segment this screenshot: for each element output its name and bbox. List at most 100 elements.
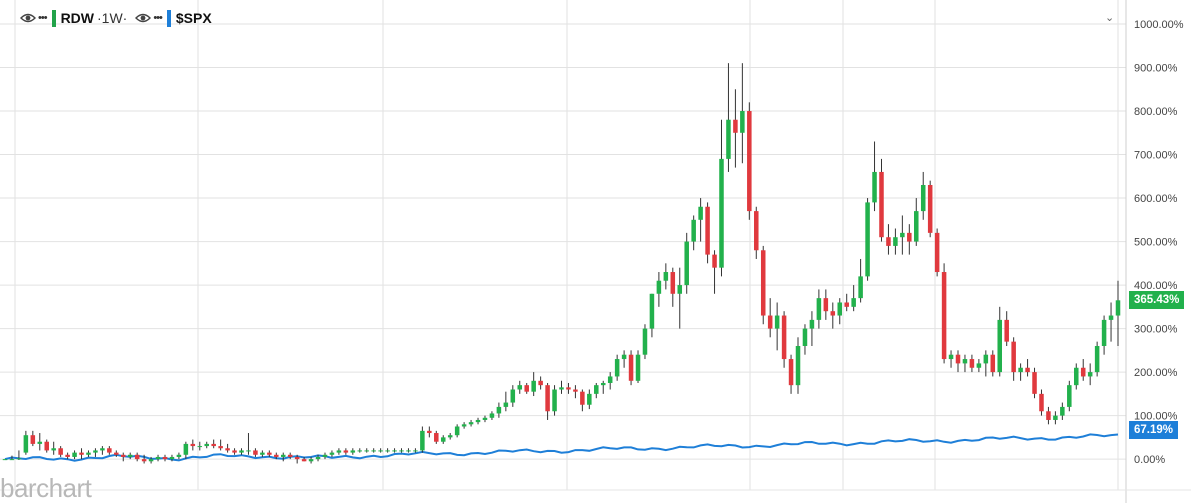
candle-body	[587, 393, 592, 405]
candle-body	[774, 315, 780, 329]
candle-body	[364, 450, 369, 452]
candle-body	[684, 241, 689, 286]
chevron-down-icon[interactable]: ⌄	[1105, 12, 1115, 24]
candle-body	[246, 450, 251, 452]
candle-body	[517, 385, 523, 390]
candle-body	[872, 171, 877, 203]
candle-body	[566, 387, 571, 390]
candle-body	[677, 285, 683, 294]
spx-color-swatch	[166, 9, 171, 27]
candle-body	[649, 293, 655, 329]
candle-body	[1046, 411, 1051, 420]
candle-body	[670, 272, 676, 294]
candle-body	[920, 184, 926, 212]
candle-body	[698, 206, 703, 220]
candle-body	[176, 454, 182, 457]
candle-body	[1080, 367, 1086, 377]
candle-body	[44, 441, 49, 451]
candle-body	[155, 456, 161, 460]
candle-body	[427, 430, 432, 434]
y-tick-label: 1000.00%	[1134, 19, 1184, 31]
candle-body	[72, 452, 77, 457]
candle-body	[2, 459, 8, 461]
candle-body	[1025, 367, 1030, 373]
candle-body	[169, 456, 175, 460]
candle-body	[114, 452, 119, 455]
y-tick-label: 0.00%	[1134, 454, 1165, 466]
candle-body	[1115, 300, 1121, 316]
candle-body	[538, 380, 543, 386]
barchart-logo: barchart	[0, 473, 92, 503]
candle-body	[907, 232, 912, 242]
candle-body	[754, 211, 759, 251]
candle-body	[510, 389, 516, 403]
candle-body	[1053, 415, 1058, 420]
candle-body	[475, 419, 481, 423]
candle-body	[747, 111, 752, 212]
candle-body	[413, 450, 418, 452]
candle-body	[990, 354, 996, 373]
candle-body	[691, 219, 696, 242]
chart-legend: ••• RDW ·1W· ••• $SPX	[20, 8, 212, 28]
candle-body	[350, 450, 356, 453]
candle-body	[809, 319, 815, 329]
candle-body	[503, 402, 509, 407]
candle-body	[934, 232, 940, 273]
candle-body	[322, 454, 328, 457]
candle-body	[559, 387, 564, 390]
legend-timeframe: ·1W·	[97, 10, 128, 26]
candle-body	[260, 452, 265, 455]
chart-grid	[0, 0, 1126, 490]
candle-body	[976, 363, 982, 368]
candle-body	[371, 450, 376, 452]
candle-body	[997, 319, 1003, 373]
candle-body	[914, 211, 919, 242]
candle-body	[844, 302, 849, 307]
candle-body	[1011, 341, 1016, 373]
candle-body	[120, 454, 126, 457]
y-tick-label: 900.00%	[1134, 63, 1178, 75]
candle-body	[378, 450, 383, 452]
candle-body	[1060, 406, 1065, 416]
candle-body	[600, 382, 606, 386]
candle-body	[927, 184, 933, 233]
candle-body	[141, 459, 147, 462]
eye-icon[interactable]	[20, 12, 36, 24]
legend-symbol-spx[interactable]: $SPX	[175, 10, 212, 26]
y-tick-label: 500.00%	[1134, 237, 1178, 249]
candle-body	[663, 272, 669, 281]
candle-body	[948, 354, 954, 360]
candle-body	[308, 459, 314, 462]
eye-icon[interactable]	[135, 12, 152, 24]
candle-body	[65, 454, 70, 457]
candle-body	[726, 119, 731, 159]
candle-body	[733, 119, 738, 133]
more-dots-icon[interactable]: •••	[153, 12, 163, 24]
candle-body	[489, 413, 495, 418]
y-tick-label: 800.00%	[1134, 106, 1178, 118]
candle-body	[218, 446, 223, 449]
candle-body	[1032, 372, 1037, 394]
spx-line	[4, 433, 1119, 462]
candle-body	[1067, 385, 1072, 407]
candle-body	[886, 237, 891, 246]
candle-body	[357, 450, 363, 452]
candle-body	[1074, 367, 1079, 386]
candle-body	[434, 433, 439, 442]
candle-body	[1094, 345, 1100, 373]
candle-body	[635, 354, 641, 381]
candle-body	[983, 354, 989, 364]
more-dots-icon[interactable]: •••	[38, 12, 48, 24]
candle-body	[900, 232, 905, 238]
candle-body	[781, 315, 787, 360]
candle-body	[9, 459, 15, 461]
candle-body	[385, 450, 390, 452]
candle-body	[1108, 315, 1114, 320]
legend-symbol-rdw[interactable]: RDW	[60, 10, 94, 26]
candle-body	[719, 158, 724, 268]
candle-body	[336, 450, 342, 453]
candle-body	[420, 430, 425, 451]
candle-body	[962, 359, 968, 364]
candle-body	[329, 452, 335, 455]
